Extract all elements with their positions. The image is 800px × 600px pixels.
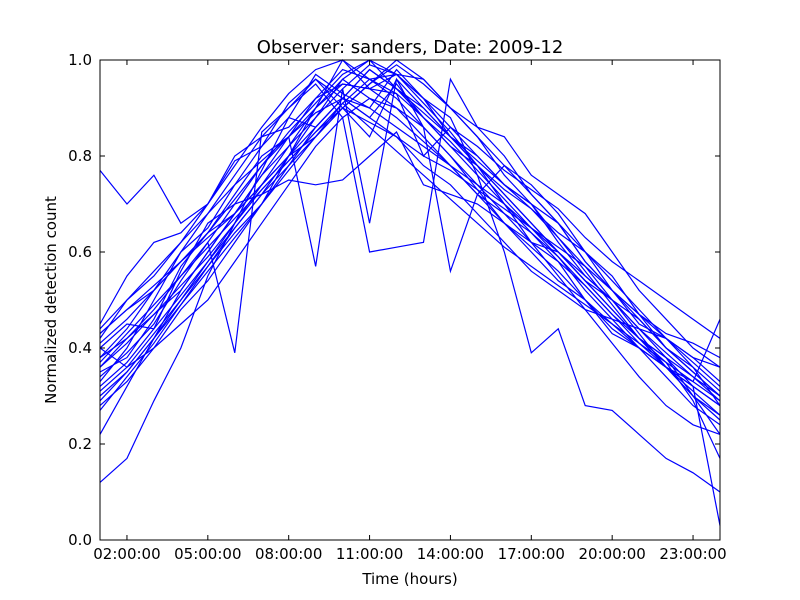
y-axis-label: Normalized detection count xyxy=(42,196,60,404)
series-line-9 xyxy=(99,58,721,407)
x-tick-label: 08:00:00 xyxy=(255,545,322,563)
y-tick-label: 0.8 xyxy=(68,147,92,165)
series-line-20 xyxy=(99,107,721,387)
x-axis-ticks: 02:00:00 05:00:00 08:00:00 11:00:00 14:00:00… xyxy=(93,60,727,563)
series-line-22 xyxy=(99,59,721,402)
x-tick-label: 05:00:00 xyxy=(174,545,241,563)
x-tick-label: 14:00:00 xyxy=(417,545,484,563)
x-tick-label: 11:00:00 xyxy=(336,545,403,563)
y-tick-label: 0.0 xyxy=(68,531,92,549)
series-line-23 xyxy=(99,78,721,435)
series-line-24 xyxy=(99,102,721,459)
series-layer xyxy=(99,58,721,526)
x-axis-label: Time (hours) xyxy=(361,570,457,588)
x-tick-label: 02:00:00 xyxy=(93,545,160,563)
plot-frame xyxy=(99,59,721,541)
x-tick-label: 17:00:00 xyxy=(498,545,565,563)
series-line-17 xyxy=(99,59,721,426)
x-tick-label: 20:00:00 xyxy=(578,545,645,563)
series-line-5 xyxy=(99,73,721,368)
y-tick-label: 0.6 xyxy=(68,243,92,261)
series-line-21 xyxy=(99,64,721,406)
x-tick-label: 23:00:00 xyxy=(659,545,726,563)
series-line-19 xyxy=(99,78,721,411)
y-tick-label: 1.0 xyxy=(68,51,92,69)
series-line-15 xyxy=(99,78,721,397)
y-tick-label: 0.4 xyxy=(68,339,92,357)
chart-title: Observer: sanders, Date: 2009-12 xyxy=(257,37,564,58)
series-line-4 xyxy=(99,68,721,493)
y-axis-ticks: 0.0 0.2 0.4 0.6 0.8 1.0 xyxy=(68,51,720,549)
y-tick-label: 0.2 xyxy=(68,435,92,453)
series-line-25 xyxy=(99,68,721,416)
